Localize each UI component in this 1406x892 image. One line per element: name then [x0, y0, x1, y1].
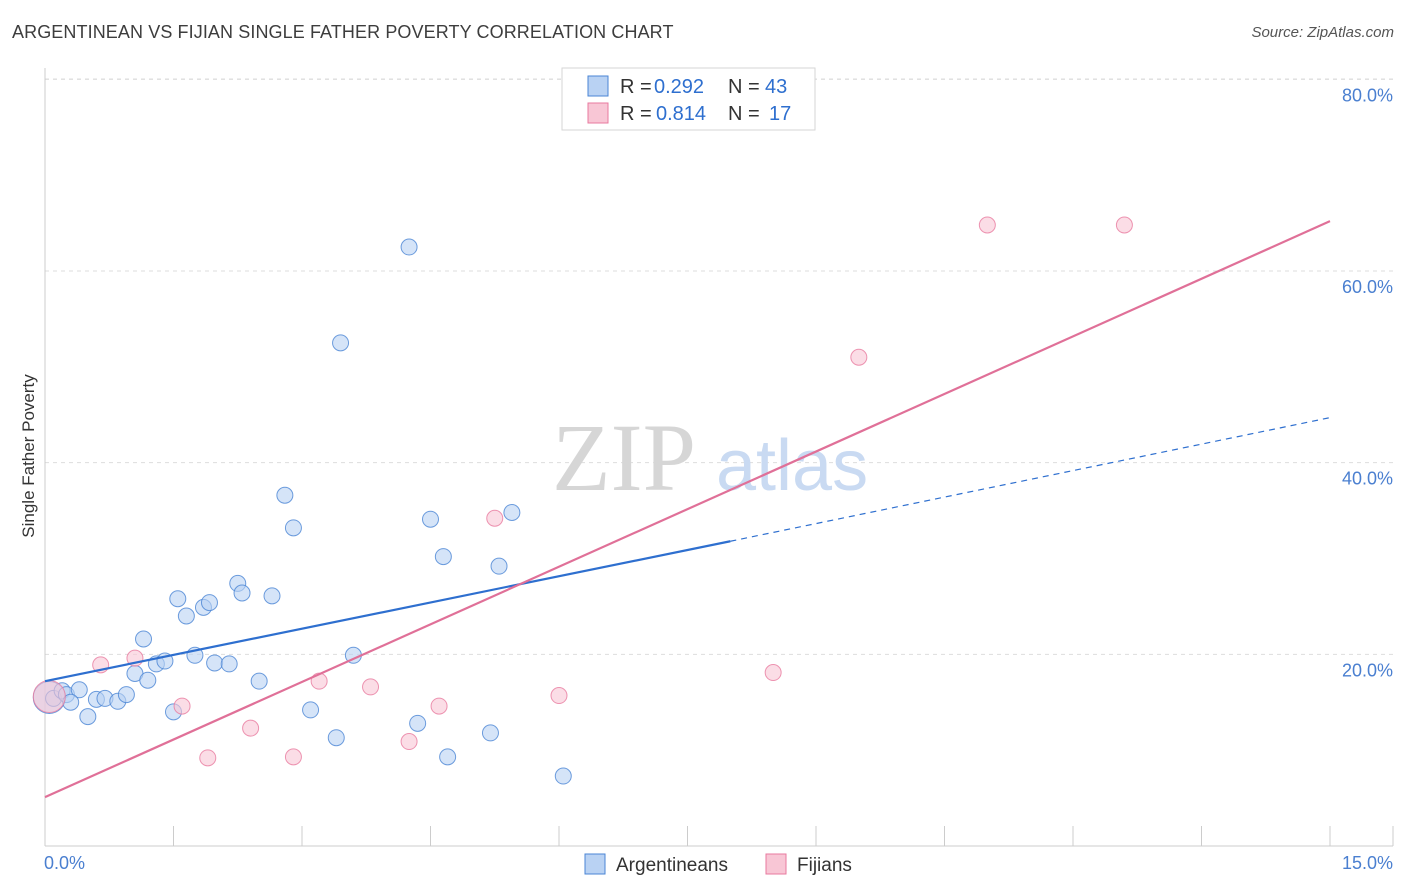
source-label: Source: ZipAtlas.com [1251, 24, 1394, 41]
y-axis-title: Single Father Poverty [19, 374, 38, 538]
legend-n-label-0: N = [728, 76, 760, 98]
legend-r-value-1: 0.814 [656, 103, 706, 125]
point-fijians-14 [850, 348, 868, 366]
point-argentineans-34 [409, 714, 427, 732]
legend-swatch-blue [587, 75, 609, 97]
point-fijians-0 [32, 680, 66, 713]
point-argentineans-38 [481, 724, 499, 742]
point-fijians-6 [284, 748, 302, 766]
point-fijians-12 [550, 687, 568, 705]
y-tick-label-60: 60.0% [1342, 277, 1393, 297]
point-argentineans-27 [276, 486, 294, 504]
point-argentineans-31 [332, 334, 350, 352]
point-argentineans-37 [439, 748, 457, 766]
trend-line-fijians [44, 220, 1331, 799]
trend-lines [44, 220, 1331, 799]
point-argentineans-35 [422, 510, 439, 528]
point-argentineans-20 [200, 594, 218, 612]
point-argentineans-29 [302, 701, 320, 719]
series-legend: Argentineans Fijians [584, 853, 852, 876]
correlation-legend: R = 0.292 N = 43 R = 0.814 N = 17 [561, 67, 816, 131]
point-argentineans-22 [220, 655, 238, 673]
watermark-zip: ZIP [552, 404, 696, 511]
chart-title: ARGENTINEAN VS FIJIAN SINGLE FATHER POVE… [12, 22, 674, 42]
legend-r-label-1: R = [620, 103, 652, 125]
point-argentineans-17 [177, 607, 195, 625]
point-argentineans-5 [79, 708, 97, 726]
point-fijians-4 [199, 749, 217, 767]
point-argentineans-25 [250, 672, 268, 690]
point-argentineans-40 [503, 504, 521, 521]
x-axis-ticks [44, 826, 1394, 846]
legend-n-label-1: N = [728, 103, 760, 125]
point-fijians-10 [430, 697, 448, 715]
point-argentineans-39 [490, 557, 508, 575]
legend-swatch-pink [587, 102, 609, 124]
point-fijians-9 [400, 733, 418, 751]
point-argentineans-21 [206, 654, 224, 672]
point-argentineans-28 [284, 519, 302, 537]
series-legend-swatch-pink [765, 853, 787, 875]
point-fijians-8 [362, 678, 380, 696]
y-tick-labels: 20.0% 40.0% 60.0% 80.0% [1342, 85, 1393, 680]
point-fijians-11 [486, 509, 504, 527]
legend-r-label-0: R = [620, 76, 652, 98]
point-argentineans-16 [169, 590, 187, 608]
point-argentineans-26 [263, 587, 281, 605]
axes [44, 68, 1393, 847]
point-argentineans-12 [139, 671, 157, 689]
x-tick-label-max: 15.0% [1342, 853, 1393, 873]
legend-n-value-0: 43 [765, 76, 787, 98]
trend-line-argentineans [44, 540, 731, 683]
point-fijians-13 [764, 664, 782, 682]
point-argentineans-36 [434, 548, 452, 566]
trend-line-extension-argentineans [730, 417, 1331, 542]
point-argentineans-33 [400, 238, 418, 256]
grid-lines [45, 78, 1393, 655]
point-argentineans-24 [233, 584, 251, 602]
x-tick-label-min: 0.0% [44, 853, 85, 873]
point-argentineans-41 [554, 767, 572, 785]
legend-r-value-0: 0.292 [654, 76, 704, 98]
point-argentineans-11 [135, 630, 153, 648]
point-argentineans-4 [70, 681, 88, 699]
watermark: ZIP atlas [552, 404, 868, 511]
y-tick-label-80: 80.0% [1342, 85, 1393, 105]
y-tick-label-20: 20.0% [1342, 660, 1393, 680]
series-legend-label-fijians: Fijians [797, 855, 852, 876]
point-fijians-3 [173, 697, 191, 715]
legend-n-value-1: 17 [769, 103, 791, 125]
series-legend-swatch-blue [584, 853, 606, 875]
point-fijians-16 [1115, 216, 1133, 234]
y-tick-label-40: 40.0% [1342, 469, 1393, 489]
point-argentineans-30 [327, 729, 345, 747]
point-fijians-5 [242, 719, 260, 737]
series-legend-label-argentineans: Argentineans [616, 855, 728, 876]
point-fijians-15 [978, 216, 996, 234]
point-argentineans-9 [117, 686, 135, 704]
